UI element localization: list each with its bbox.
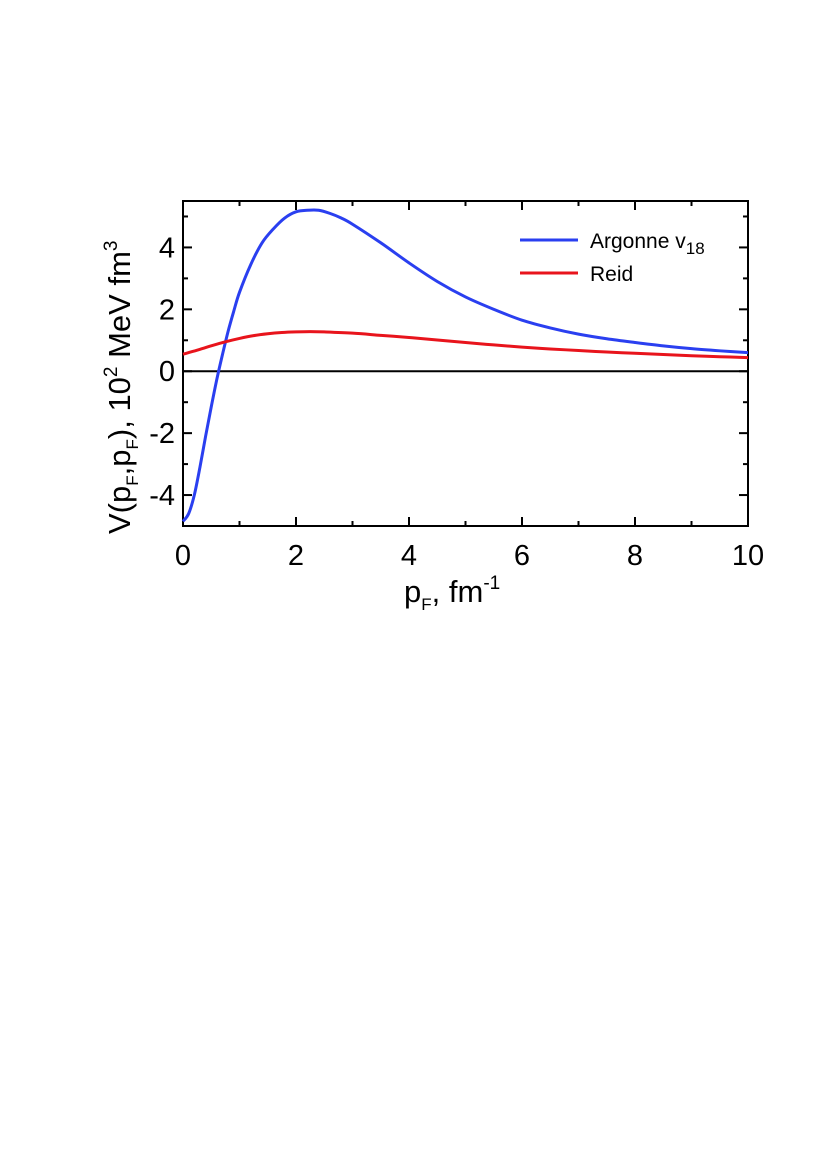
x-tick-label: 2: [288, 540, 304, 572]
series-lines: [181, 208, 749, 523]
axis-tick-labels: 0 2 4 6 8 10 -4 -2 0 2 4: [149, 232, 764, 572]
x-tick-label: 6: [514, 540, 530, 572]
x-tick-label: 0: [175, 540, 191, 572]
series-line-1: [182, 330, 749, 360]
legend-label-argonne: Argonne v18: [590, 230, 705, 258]
axis-ticks: [182, 201, 749, 527]
y-tick-label: 0: [159, 356, 175, 388]
x-tick-label: 4: [401, 540, 417, 572]
y-axis-title: V(pF,pF), 102 MeV fm3: [101, 241, 142, 534]
x-tick-label: 8: [627, 540, 643, 572]
legend-label-reid: Reid: [590, 263, 633, 286]
legend: Argonne v18 Reid: [520, 230, 705, 286]
series-line-0: [181, 208, 749, 523]
y-tick-label: -2: [149, 418, 175, 450]
x-axis-title: pF, fm-1: [404, 573, 500, 614]
x-tick-label: 10: [732, 540, 764, 572]
y-tick-label: -4: [149, 480, 175, 512]
y-tick-label: 4: [159, 232, 175, 264]
y-tick-label: 2: [159, 294, 175, 326]
